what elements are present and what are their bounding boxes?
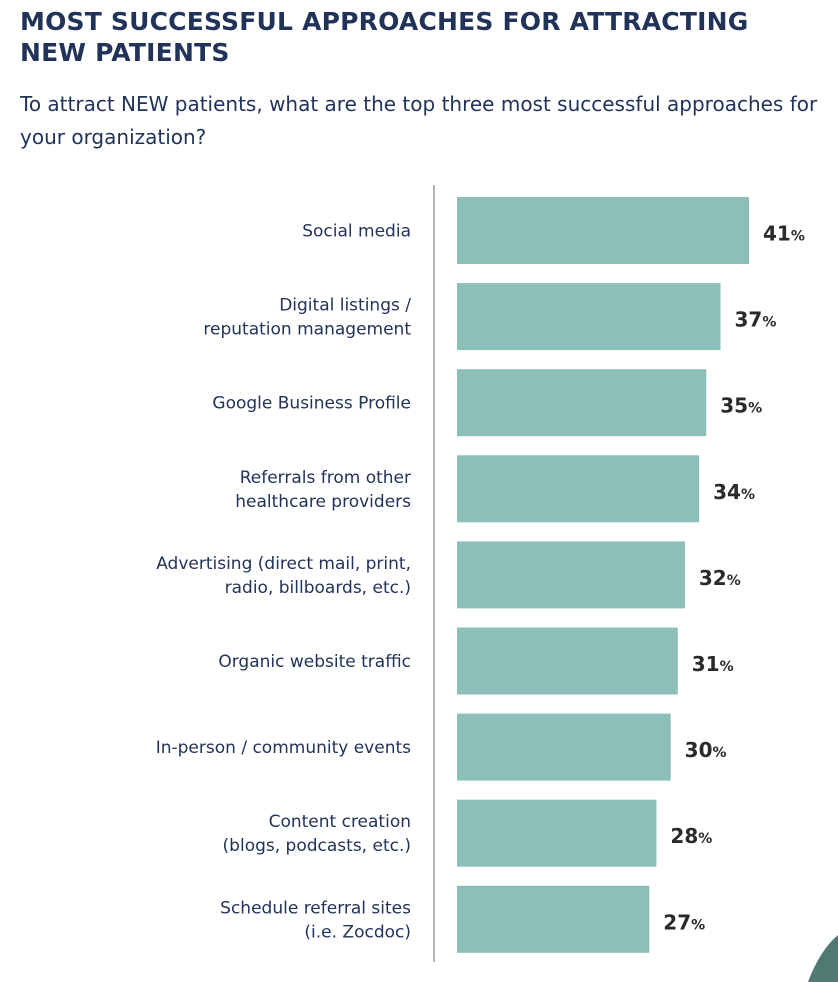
value-label: 37%	[735, 308, 777, 332]
bar	[457, 541, 685, 609]
bar	[457, 197, 749, 264]
category-label: Advertising (direct mail, print, radio, b…	[156, 554, 411, 598]
decorative-shape	[808, 935, 838, 982]
bar	[457, 627, 678, 695]
category-label: Schedule referral sites (i.e. Zocdoc)	[220, 898, 411, 942]
bar	[457, 455, 700, 523]
value-label: 32%	[699, 566, 741, 590]
category-label: In-person / community events	[156, 738, 411, 758]
bar	[457, 369, 707, 437]
category-label: Organic website traffic	[218, 652, 411, 672]
page-title: MOST SUCCESSFUL APPROACHES FOR ATTRACTIN…	[20, 7, 749, 67]
value-label: 34%	[713, 480, 755, 504]
value-label: 27%	[663, 910, 705, 934]
value-label: 35%	[720, 394, 762, 418]
bar	[457, 283, 721, 351]
page-subtitle: To attract NEW patients, what are the to…	[20, 92, 818, 149]
bar	[457, 885, 650, 953]
bar	[457, 713, 671, 781]
category-label: Content creation (blogs, podcasts, etc.)	[223, 812, 411, 856]
value-label: 41%	[763, 222, 805, 246]
value-label: 28%	[670, 824, 712, 848]
value-label: 31%	[692, 652, 734, 676]
category-label: Referrals from other healthcare providers	[235, 468, 411, 512]
bar	[457, 799, 657, 867]
category-label: Google Business Profile	[212, 394, 411, 414]
category-label: Social media	[302, 222, 411, 242]
category-label: Digital listings / reputation management	[203, 296, 411, 340]
value-label: 30%	[685, 738, 727, 762]
